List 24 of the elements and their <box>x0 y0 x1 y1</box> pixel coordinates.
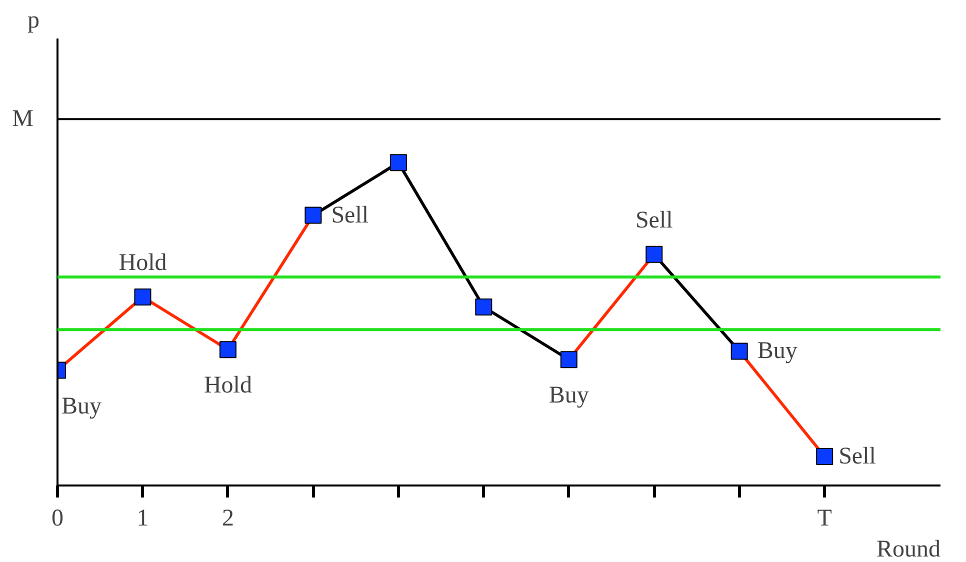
x-tick-label: 0 <box>52 506 64 532</box>
point <box>134 288 152 306</box>
point <box>560 351 578 368</box>
annotation: Buy <box>548 382 589 409</box>
x-tick-label: 1 <box>136 506 149 532</box>
point <box>816 448 834 465</box>
x-tick-label: 2 <box>222 506 234 532</box>
annotation: Hold <box>118 250 167 276</box>
annotation: Buy <box>757 338 798 364</box>
point <box>475 298 492 316</box>
annotation: Sell <box>331 202 369 228</box>
point <box>390 154 407 172</box>
x-axis-title: Round <box>876 536 941 562</box>
point <box>730 342 748 360</box>
x-tick-label: T <box>817 506 832 532</box>
text: p <box>28 8 40 34</box>
annotation: Buy <box>62 393 102 420</box>
point <box>219 341 236 358</box>
ref-line-label: M <box>12 106 34 132</box>
annotation: Hold <box>204 372 252 399</box>
point <box>646 246 663 263</box>
annotation: Sell <box>635 207 674 234</box>
annotation: Sell <box>838 443 876 470</box>
point <box>304 206 322 224</box>
